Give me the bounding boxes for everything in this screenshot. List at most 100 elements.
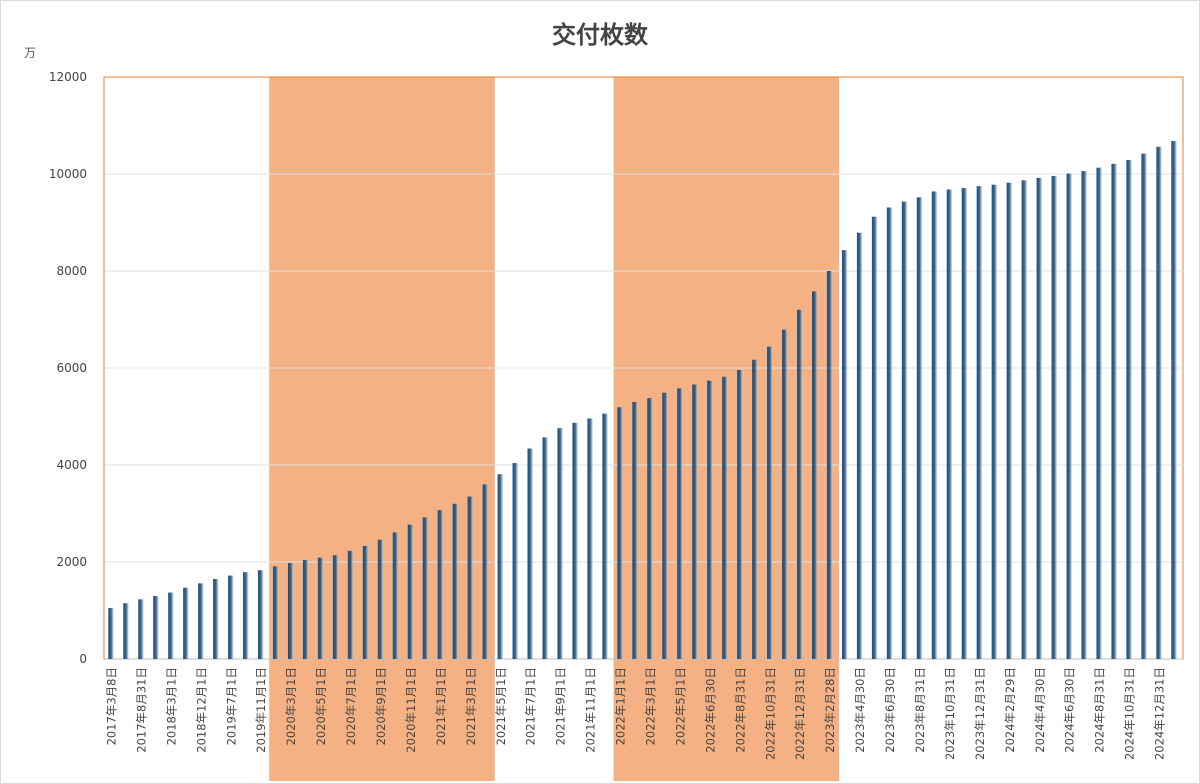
x-tick-label: 2018年3月1日 [164, 667, 178, 745]
bar [811, 291, 818, 659]
x-tick-label: 2017年8月31日 [134, 667, 148, 753]
y-tick-label: 10000 [49, 167, 87, 181]
bar [377, 539, 384, 659]
bar [422, 517, 429, 659]
x-tick-label: 2023年12月31日 [973, 667, 987, 760]
bar [886, 207, 893, 659]
bar [871, 216, 878, 659]
bar [557, 428, 563, 659]
y-tick-label: 12000 [49, 70, 87, 84]
bar [662, 392, 668, 659]
x-tick-label: 2020年9月1日 [374, 667, 388, 745]
x-tick-label: 2024年12月31日 [1153, 667, 1167, 760]
bar [243, 572, 249, 659]
bar [527, 448, 533, 659]
bar [123, 603, 129, 659]
y-axis-unit-label: 万 [24, 46, 36, 60]
bar [946, 189, 953, 659]
bar [976, 186, 983, 659]
bar [153, 595, 159, 659]
bar [168, 592, 174, 659]
bar [228, 575, 234, 659]
bar [572, 422, 578, 659]
x-tick-label: 2017年3月8日 [104, 667, 118, 745]
bar [647, 398, 653, 659]
bar [138, 599, 144, 659]
bar [797, 309, 803, 659]
x-tick-label: 2024年4月30日 [1033, 667, 1047, 753]
bar [1051, 175, 1057, 659]
y-axis-ticks: 0 2000 4000 6000 8000 10000 12000 [49, 70, 87, 666]
x-tick-label: 2022年5月1日 [673, 667, 687, 745]
bar [782, 329, 788, 659]
bar [258, 570, 264, 659]
x-axis-ticks: 2017年3月8日 2017年8月31日 2018年3月1日 2018年12月1日 20… [104, 667, 1166, 760]
x-tick-label: 2019年11月1日 [254, 667, 268, 753]
x-tick-label: 2022年10月31日 [763, 667, 777, 760]
bar [362, 545, 369, 659]
x-tick-label: 2023年2月28日 [823, 667, 837, 753]
bar [1096, 167, 1102, 659]
x-tick-label: 2020年7月1日 [344, 667, 358, 745]
bar [512, 463, 518, 659]
bar [497, 474, 503, 659]
x-tick-label: 2020年3月1日 [284, 667, 298, 745]
bar [287, 562, 294, 659]
y-tick-label: 4000 [56, 458, 87, 472]
bar [841, 250, 848, 659]
bar [347, 550, 354, 659]
y-tick-label: 2000 [56, 555, 87, 569]
x-tick-label: 2019年7月1日 [224, 667, 238, 745]
x-tick-label: 2024年8月31日 [1093, 667, 1107, 753]
y-tick-label: 6000 [56, 361, 87, 375]
x-tick-label: 2022年3月1日 [643, 667, 657, 745]
bar [617, 407, 623, 659]
bar [991, 184, 998, 660]
y-tick-label: 8000 [56, 264, 87, 278]
bar [1126, 159, 1132, 659]
bar [183, 587, 189, 659]
bar [1066, 173, 1072, 659]
bar [931, 191, 938, 659]
bar [452, 503, 459, 659]
bar [467, 496, 474, 659]
bar [1006, 182, 1013, 660]
bar [677, 388, 683, 659]
bar [482, 484, 488, 659]
bar [767, 346, 773, 659]
x-tick-label: 2024年2月29日 [1003, 667, 1017, 753]
chart-title: 交付枚数 [552, 21, 649, 49]
bar [1171, 141, 1177, 659]
bar [198, 583, 204, 659]
x-tick-label: 2021年3月1日 [464, 667, 478, 745]
x-tick-label: 2020年5月1日 [314, 667, 328, 745]
x-tick-label: 2022年1月1日 [614, 667, 628, 745]
bar [213, 578, 219, 659]
bar [392, 532, 399, 659]
bar [108, 608, 114, 659]
bar [1036, 177, 1042, 659]
bar [737, 369, 743, 659]
x-tick-label: 2021年7月1日 [524, 667, 538, 745]
bar [542, 437, 548, 659]
bar-series [108, 141, 1177, 660]
x-tick-label: 2022年12月31日 [793, 667, 807, 760]
bar [317, 557, 324, 659]
x-tick-label: 2022年6月30日 [703, 667, 717, 753]
x-tick-label: 2021年9月1日 [554, 667, 568, 745]
y-tick-label: 0 [79, 652, 87, 666]
x-tick-label: 2024年6月30日 [1063, 667, 1077, 753]
x-tick-label: 2021年5月1日 [494, 667, 508, 745]
x-tick-label: 2021年11月1日 [584, 667, 598, 753]
bar [1156, 146, 1162, 660]
highlight-band-1 [269, 77, 495, 781]
bar [901, 201, 908, 659]
bar [272, 566, 279, 659]
bar [602, 413, 608, 659]
x-tick-label: 2023年8月31日 [913, 667, 927, 753]
bar [752, 359, 758, 659]
bar [632, 401, 638, 659]
x-tick-label: 2020年11月1日 [404, 667, 418, 753]
x-tick-label: 2022年8月31日 [733, 667, 747, 753]
